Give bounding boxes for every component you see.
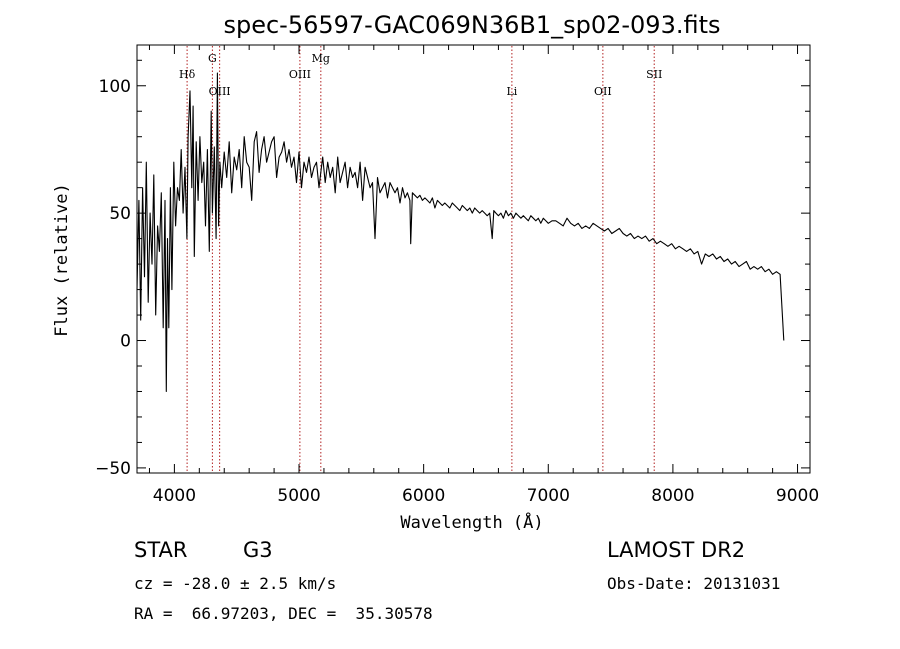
- marker-label-0: Hδ: [179, 68, 196, 81]
- y-tick-label-0: −50: [95, 459, 131, 479]
- x-tick-label-0: 4000: [153, 486, 196, 506]
- chart-title: spec-56597-GAC069N36B1_sp02-093.fits: [223, 11, 720, 39]
- object-subclass: G3: [243, 538, 273, 562]
- object-class: STAR: [134, 538, 188, 562]
- plot-frame: [136, 44, 811, 474]
- observation-date: Obs-Date: 20131031: [607, 574, 781, 593]
- marker-label-5: Li: [506, 85, 517, 98]
- marker-label-2: OIII: [209, 85, 231, 98]
- spectrum-line: [136, 72, 785, 393]
- x-axis-label: Wavelength (Å): [400, 511, 543, 533]
- marker-label-7: SII: [646, 68, 662, 81]
- x-tick-label-5: 9000: [776, 486, 819, 506]
- y-axis-ticks: −50 0 50 100: [95, 59, 810, 479]
- marker-label-3: OIII: [289, 68, 311, 81]
- marker-label-4: Mg: [312, 52, 330, 65]
- redshift-text: cz = -28.0 ± 2.5 km/s: [134, 574, 337, 593]
- x-axis-ticks: 4000 5000 6000 7000 8000 9000: [148, 45, 819, 506]
- y-tick-label-1: 0: [120, 332, 131, 352]
- y-tick-label-2: 50: [109, 204, 131, 224]
- x-tick-label-1: 5000: [277, 486, 320, 506]
- y-axis-label: Flux (relative): [52, 183, 72, 337]
- coordinates-text: RA = 66.97203, DEC = 35.30578: [134, 604, 433, 623]
- marker-label-6: OII: [594, 85, 612, 98]
- marker-label-1: G: [208, 52, 217, 65]
- y-tick-label-3: 100: [99, 77, 131, 97]
- x-tick-label-2: 6000: [402, 486, 445, 506]
- x-tick-label-3: 7000: [527, 486, 570, 506]
- x-tick-label-4: 8000: [651, 486, 694, 506]
- survey-name: LAMOST DR2: [607, 538, 746, 562]
